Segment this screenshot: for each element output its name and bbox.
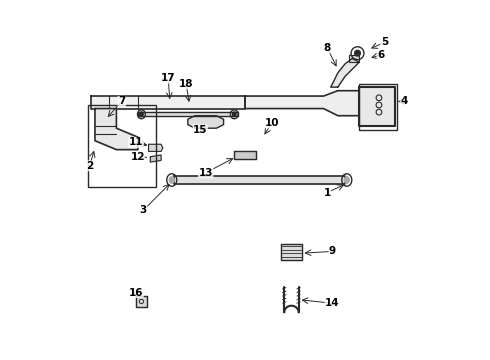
Polygon shape: [359, 87, 395, 126]
Polygon shape: [92, 96, 245, 109]
Polygon shape: [95, 109, 138, 150]
Polygon shape: [245, 91, 359, 116]
Ellipse shape: [140, 112, 143, 117]
Polygon shape: [188, 116, 223, 128]
Polygon shape: [234, 152, 256, 158]
Text: 11: 11: [129, 138, 143, 148]
Text: 10: 10: [265, 118, 279, 128]
Text: 8: 8: [323, 43, 331, 53]
Polygon shape: [331, 59, 359, 87]
Text: 18: 18: [179, 78, 194, 89]
Text: 4: 4: [400, 96, 408, 107]
Polygon shape: [136, 296, 147, 307]
Text: 17: 17: [161, 73, 175, 83]
Polygon shape: [173, 176, 345, 184]
Bar: [88, 105, 156, 187]
Text: 5: 5: [381, 37, 388, 48]
Polygon shape: [281, 244, 302, 260]
Ellipse shape: [169, 177, 174, 183]
Circle shape: [355, 50, 360, 56]
Ellipse shape: [232, 112, 236, 117]
Text: 2: 2: [86, 161, 93, 171]
Ellipse shape: [344, 177, 349, 183]
Text: 9: 9: [329, 247, 336, 256]
Text: 15: 15: [193, 125, 208, 135]
Polygon shape: [148, 144, 163, 152]
Bar: [359, 84, 397, 130]
Text: 7: 7: [118, 96, 125, 107]
Text: 16: 16: [129, 288, 143, 297]
Text: 14: 14: [325, 298, 340, 308]
Text: 1: 1: [323, 188, 331, 198]
Text: 13: 13: [198, 168, 213, 178]
Text: 12: 12: [130, 152, 145, 162]
Polygon shape: [138, 112, 238, 116]
Text: 3: 3: [140, 205, 147, 215]
Text: 6: 6: [377, 50, 384, 60]
Polygon shape: [150, 155, 161, 162]
Polygon shape: [348, 55, 359, 62]
